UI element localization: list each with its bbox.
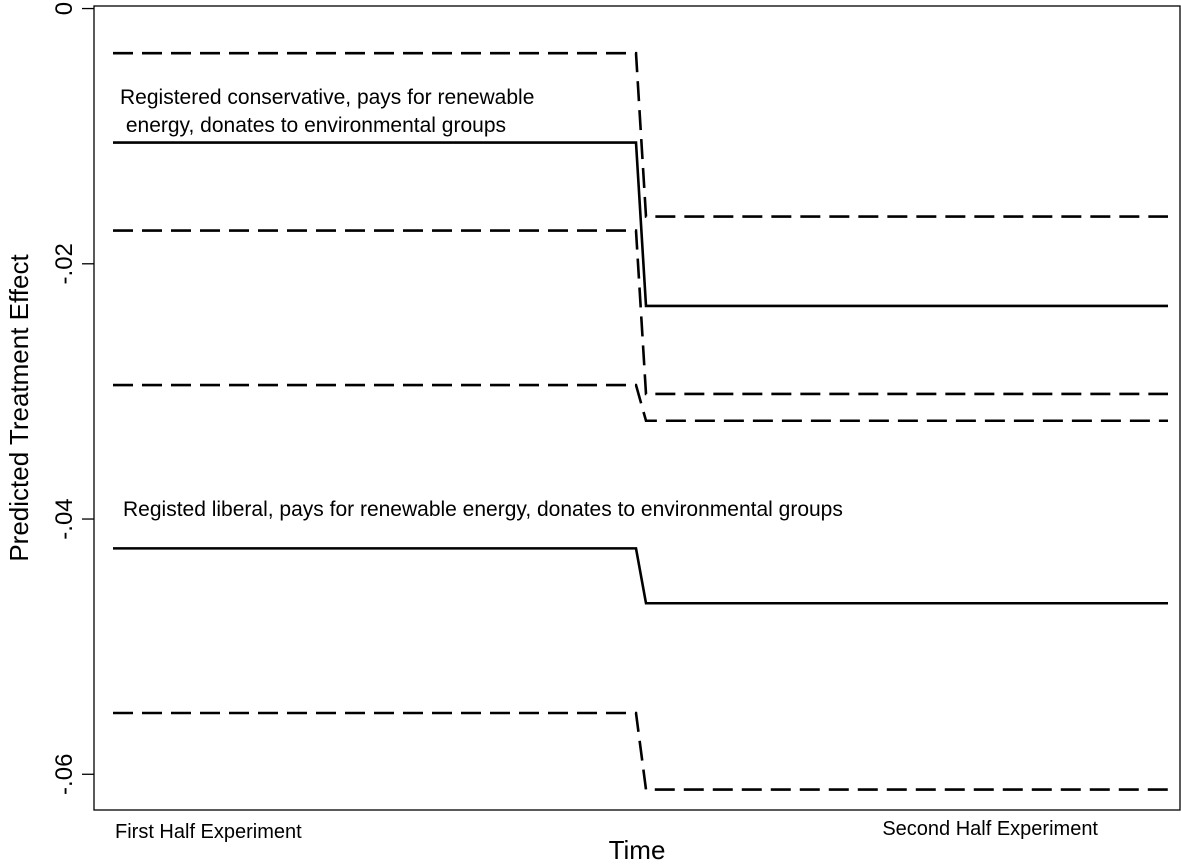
annotation-label: Registed liberal, pays for renewable ene… [123,498,843,521]
annotation-line: energy, donates to environmental groups [120,114,506,137]
y-tick-label: 0 [51,2,78,15]
series-line-conservative-lower [113,229,1168,396]
x-axis-title: Time [609,835,666,865]
series-line-liberal-lower [113,711,1168,791]
plot-frame [93,5,1181,811]
y-axis: 0 -.02 -.04 -.06 Predicted Treatment Effect [4,2,94,795]
y-tick-label: -.02 [51,243,78,284]
x-axis: First Half Experiment Second Half Experim… [115,818,1098,865]
series-line-conservative-upper [113,51,1168,218]
x-category-label: First Half Experiment [115,821,302,843]
annotation-line: Registered conservative, pays for renewa… [120,86,534,109]
x-category-label: Second Half Experiment [882,818,1098,840]
annotations: Registered conservative, pays for renewa… [120,86,843,521]
series-line-liberal-upper [113,383,1168,423]
y-tick-label: -.04 [51,498,78,539]
annotation-line: Registed liberal, pays for renewable ene… [123,498,843,521]
plot-area [93,5,1181,811]
annotation-label: Registered conservative, pays for renewa… [120,86,534,137]
y-tick-label: -.06 [51,754,78,795]
series-line-liberal-estimate [113,547,1168,605]
series-line-conservative-estimate [113,141,1168,308]
y-axis-title: Predicted Treatment Effect [4,254,34,562]
